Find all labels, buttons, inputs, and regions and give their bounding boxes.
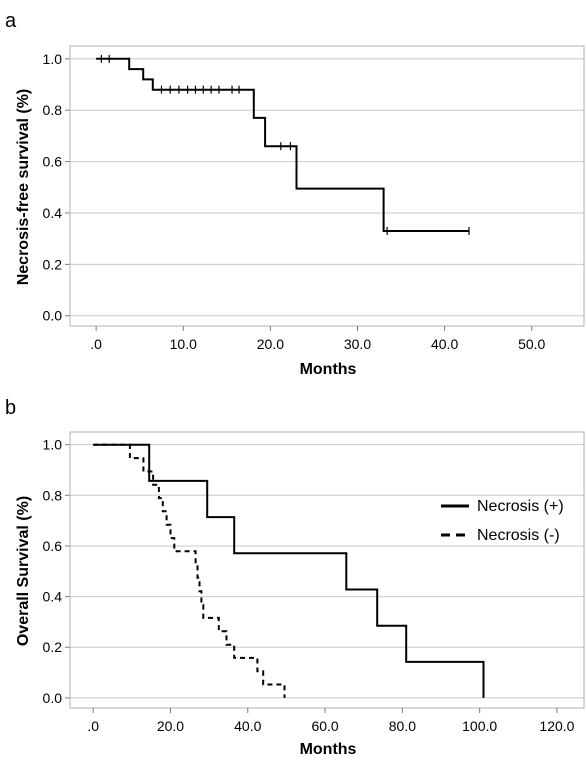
panel-a-y-axis-title: Necrosis-free survival (%) — [15, 89, 32, 286]
panel-a-survival-curve — [96, 57, 469, 232]
panel-a-y-tick-label: 0.8 — [43, 102, 63, 118]
panel-b-overall-survival: b 0.0 0.2 0.4 0.6 0.8 1.0 .0 20.0 40.0 60.0 80.0 1… — [5, 397, 585, 758]
panel-b-x-tick-label: 100.0 — [462, 718, 497, 734]
legend-necrosis-negative-label: Necrosis (-) — [477, 527, 560, 544]
panel-a-x-tick-labels: .0 10.0 20.0 30.0 40.0 50.0 — [90, 326, 546, 352]
panel-a-series — [96, 54, 470, 235]
panel-b-y-tick-label: 0.0 — [43, 690, 63, 706]
panel-b-letter: b — [5, 397, 16, 419]
panel-b-necrosis-curve — [93, 443, 286, 698]
panel-a-y-tick-label: 0.4 — [43, 205, 63, 221]
panel-b-x-tick-labels: .0 20.0 40.0 60.0 80.0 100.0 120.0 — [87, 708, 575, 734]
panel-a-x-tick-label: 50.0 — [518, 336, 545, 352]
panel-b-y-tick-labels: 0.0 0.2 0.4 0.6 0.8 1.0 — [43, 437, 63, 706]
panel-b-y-tick-label: 0.8 — [43, 487, 63, 503]
panel-a-x-tick-label: .0 — [90, 336, 102, 352]
panel-b-x-tick-label: 60.0 — [311, 718, 338, 734]
panel-b-gridlines — [65, 444, 584, 699]
panel-a-y-tick-label: 0.2 — [43, 256, 63, 272]
panel-b-plot-frame — [69, 431, 585, 709]
panel-b-x-tick-label: .0 — [87, 718, 99, 734]
panel-b-x-tick-label: 80.0 — [389, 718, 416, 734]
panel-a-y-tick-labels: 0.0 0.2 0.4 0.6 0.8 1.0 — [43, 51, 63, 324]
panel-b-y-tick-label: 0.6 — [43, 538, 63, 554]
panel-a-x-tick-label: 30.0 — [344, 336, 371, 352]
panel-a-necrosis-free-survival: a 0.0 0.2 0.4 0.6 0.8 1.0 .0 10.0 20.0 30.0 40.0 5… — [5, 10, 585, 378]
panel-b-x-tick-label: 40.0 — [234, 718, 261, 734]
panel-a-y-tick-label: 0.6 — [43, 154, 63, 170]
panel-b-legend: Necrosis (+) Necrosis (-) — [441, 498, 564, 544]
panel-a-x-axis-title: Months — [300, 361, 357, 378]
panel-b-y-tick-label: 0.4 — [43, 589, 63, 605]
panel-a-letter: a — [5, 10, 17, 32]
panel-a-gridlines — [65, 58, 584, 317]
panel-a-x-tick-label: 40.0 — [431, 336, 458, 352]
panel-b-x-tick-label: 20.0 — [157, 718, 184, 734]
panel-b-x-tick-label: 120.0 — [539, 718, 574, 734]
panel-a-y-tick-label: 0.0 — [43, 308, 63, 324]
panel-b-necrosis-curve — [93, 443, 485, 698]
panel-a-y-tick-label: 1.0 — [43, 51, 63, 67]
panel-b-x-axis-title: Months — [300, 741, 357, 758]
legend-necrosis-positive-label: Necrosis (+) — [477, 498, 564, 515]
panel-a-plot-frame — [69, 45, 585, 327]
panel-a-x-tick-label: 10.0 — [170, 336, 197, 352]
panel-b-series — [93, 443, 485, 698]
panel-b-y-tick-label: 1.0 — [43, 437, 63, 453]
panel-b-y-tick-label: 0.2 — [43, 639, 63, 655]
panel-a-x-tick-label: 20.0 — [257, 336, 284, 352]
panel-b-y-axis-title: Overall Survival (%) — [15, 496, 32, 646]
